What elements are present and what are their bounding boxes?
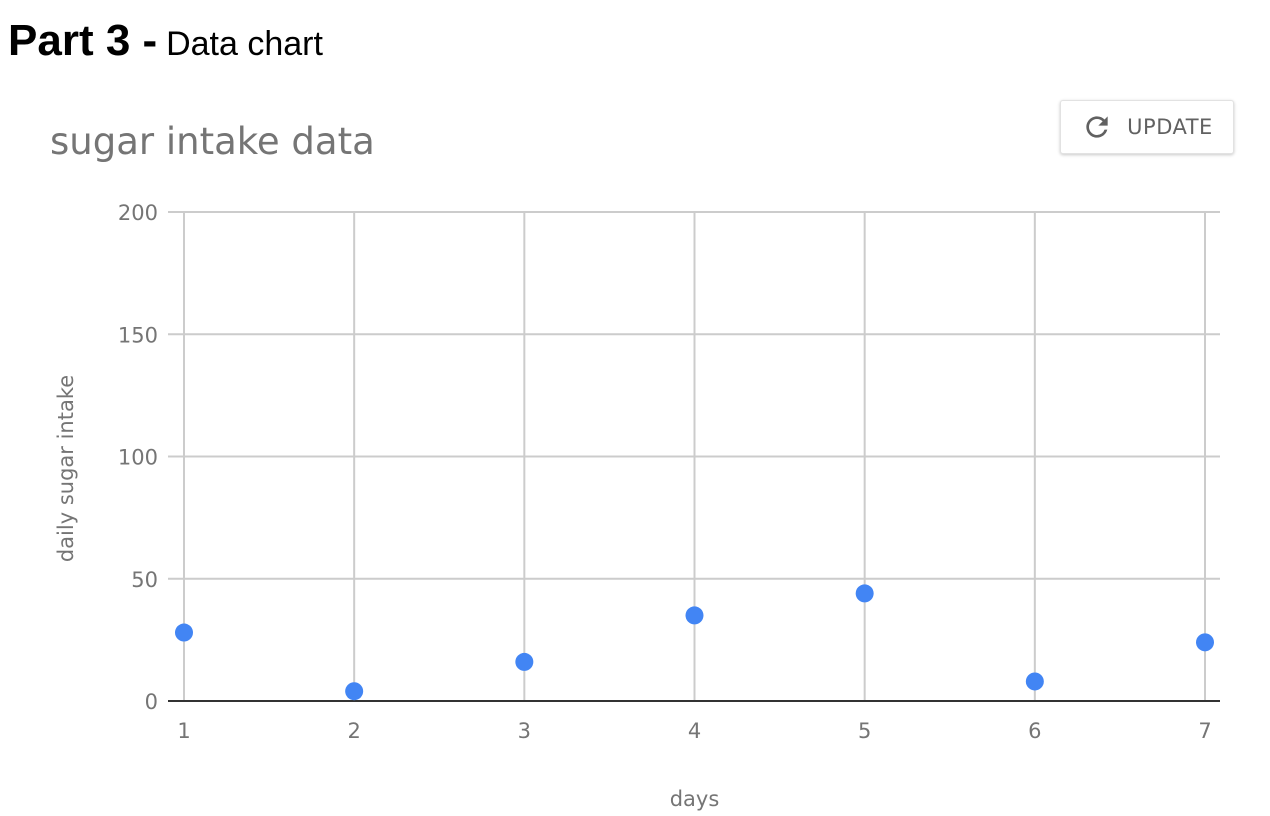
y-axis-label: daily sugar intake <box>54 375 78 562</box>
heading-part: Part 3 - <box>8 16 158 65</box>
y-tick-label: 100 <box>118 446 158 470</box>
data-point <box>345 682 364 701</box>
y-tick-label: 0 <box>145 690 158 714</box>
x-axis-label: days <box>670 787 720 811</box>
x-tick-label: 3 <box>518 719 531 743</box>
refresh-icon <box>1081 111 1113 143</box>
data-point <box>175 623 193 642</box>
data-point <box>855 584 874 603</box>
data-point <box>1196 633 1214 652</box>
update-button-label: UPDATE <box>1127 115 1213 139</box>
data-point <box>515 652 534 671</box>
chart-points <box>175 584 1214 701</box>
x-tick-label: 1 <box>177 719 190 743</box>
page-heading: Part 3 - Data chart <box>8 16 323 66</box>
data-point <box>685 606 704 625</box>
chart-grid <box>168 211 1220 701</box>
x-tick-label: 7 <box>1198 719 1211 743</box>
chart-axes: 0 50 100 150 200 1 2 3 4 5 6 7 <box>118 201 1220 743</box>
heading-subtitle: Data chart <box>166 25 323 63</box>
y-tick-label: 50 <box>131 568 158 592</box>
x-tick-label: 2 <box>347 719 360 743</box>
x-tick-label: 6 <box>1028 719 1041 743</box>
y-tick-label: 200 <box>118 201 158 225</box>
x-tick-label: 5 <box>858 719 871 743</box>
x-tick-label: 4 <box>688 719 701 743</box>
y-tick-label: 150 <box>118 323 158 347</box>
update-button[interactable]: UPDATE <box>1060 100 1234 154</box>
chart-title: sugar intake data <box>50 120 375 163</box>
data-point <box>1025 672 1044 691</box>
